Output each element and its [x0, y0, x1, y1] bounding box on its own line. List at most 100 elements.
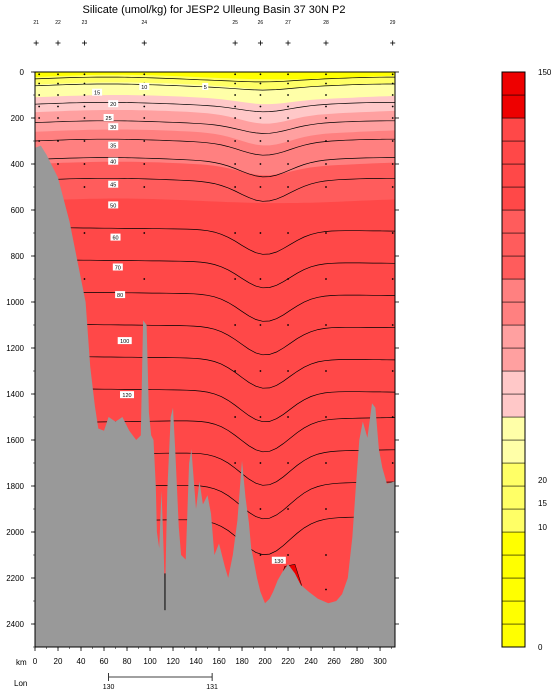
sample-point: [287, 140, 289, 142]
y-tick-label: 1600: [6, 436, 24, 445]
sample-point: [83, 94, 86, 96]
colorbar-bin: [501, 462, 526, 487]
sample-point: [143, 163, 146, 165]
y-tick-label: 0: [20, 68, 25, 77]
contour-label: 100: [120, 339, 129, 345]
x-tick-label: 120: [166, 657, 180, 666]
sample-point: [325, 554, 327, 556]
sample-point: [287, 82, 289, 85]
colorbar-bin: [501, 416, 526, 441]
sample-point: [259, 462, 262, 464]
sample-point: [259, 370, 262, 372]
y-tick-label: 2400: [6, 620, 24, 629]
sample-point: [325, 588, 327, 591]
sample-point: [325, 324, 327, 326]
plot-frame: [34, 71, 396, 648]
axes: km 0 20 40 60 80 100 120 140 160 180 200 220 240 260 28…: [6, 68, 399, 667]
contour-label-bg: [108, 123, 119, 131]
sample-point: [143, 105, 146, 108]
sample-point: [391, 82, 394, 85]
contour-label: 10: [141, 85, 147, 91]
sample-point: [57, 105, 59, 108]
colorbar-bin: [501, 531, 526, 556]
colorbar-bin: [501, 485, 526, 510]
sample-point: [234, 73, 237, 76]
sample-point: [83, 232, 86, 234]
sample-point: [391, 73, 394, 76]
sample-point: [143, 94, 146, 96]
station-label: 26: [258, 20, 264, 26]
sample-point: [234, 140, 237, 142]
contour-label: 35: [110, 144, 116, 150]
sample-point: [83, 186, 86, 188]
x-tick-label: 260: [327, 657, 341, 666]
sample-point: [143, 278, 146, 280]
x-tick-label: 240: [304, 657, 318, 666]
sample-point: [83, 278, 86, 280]
colorbar-bin: [501, 94, 526, 119]
colorbar-label: 20: [538, 476, 547, 485]
colorbar-bin: [501, 347, 526, 372]
x-tick-label: 300: [373, 657, 387, 666]
upper-contour-2: [34, 102, 395, 113]
sample-point: [287, 416, 289, 418]
y-tick-label: 1000: [6, 298, 24, 307]
contour-line-5: [35, 388, 395, 423]
sample-point: [287, 186, 289, 188]
colorbar-label: 10: [538, 523, 547, 532]
sample-point: [38, 82, 41, 85]
sample-point: [325, 163, 327, 165]
contour-line-0: [35, 227, 395, 255]
colorbar-label: 0: [538, 643, 543, 652]
x-tick-label: 100: [143, 657, 157, 666]
contour-label-bg: [115, 291, 126, 299]
colorbar-label: 150: [538, 68, 552, 77]
sample-point: [287, 462, 289, 464]
sample-point: [57, 140, 59, 142]
sample-point: [287, 94, 289, 96]
sample-point: [325, 140, 327, 142]
contour-label: 15: [94, 91, 100, 97]
contour-label-bg: [108, 180, 119, 188]
sample-point: [287, 73, 289, 76]
contour-label: 45: [110, 183, 116, 189]
contour-line-1: [35, 259, 395, 289]
sample-point: [143, 73, 146, 76]
y-tick-label: 800: [11, 252, 25, 261]
sample-point: [391, 324, 394, 326]
longitude-axis: Lon 130 131: [14, 673, 218, 691]
station-label: 22: [55, 20, 61, 26]
sample-point: [287, 163, 289, 165]
sample-point: [325, 94, 327, 96]
sample-point: [83, 163, 86, 165]
colorbar-bin: [501, 163, 526, 188]
colorbar-bin: [501, 71, 526, 96]
colorbar-bin: [501, 117, 526, 142]
sample-point: [325, 462, 327, 464]
y-tick-label: 2000: [6, 528, 24, 537]
upper-contour-1: [34, 83, 395, 91]
sample-point: [234, 370, 237, 372]
sample-point: [325, 508, 327, 510]
contour-label: 40: [110, 160, 116, 166]
station-label: 25: [232, 20, 238, 26]
colorbar-bin: [501, 278, 526, 303]
sample-point: [143, 186, 146, 188]
sample-point: [259, 186, 262, 188]
sample-point: [38, 73, 41, 76]
sample-point: [259, 554, 262, 556]
longitude-tick-label: 131: [206, 684, 218, 691]
sample-point: [391, 370, 394, 372]
sample-point: [259, 82, 262, 85]
contour-label: 130: [274, 559, 283, 565]
colorbar-bin: [501, 186, 526, 211]
sample-point: [325, 117, 327, 119]
station-label: 24: [141, 20, 147, 26]
sample-point: [325, 370, 327, 372]
contour-label-bg: [92, 88, 103, 96]
colorbar-bin: [501, 623, 526, 648]
sample-point: [234, 82, 237, 85]
y-tick-label: 200: [11, 114, 25, 123]
contour-label: 25: [106, 116, 112, 122]
